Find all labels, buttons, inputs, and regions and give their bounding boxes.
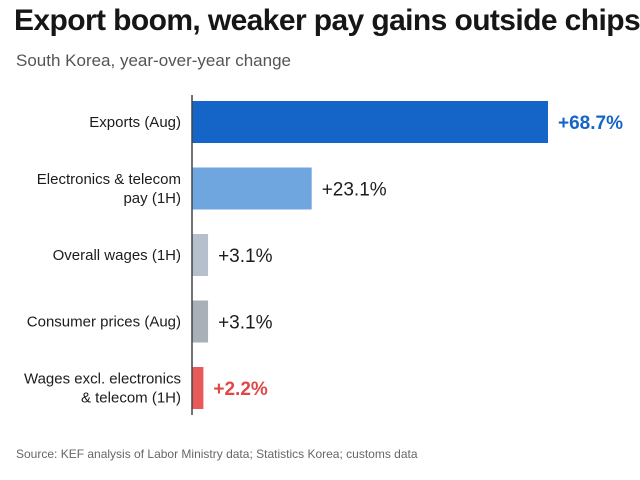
bar-1 [192,101,548,143]
value-label-2: +23.1% [322,180,387,201]
chart-title: Export boom, weaker pay gains outside ch… [14,4,640,37]
category-label-5: Wages excl. electronics & telecom (1H) [24,371,181,407]
bar-5 [192,367,204,409]
value-label-1: +68.7% [558,113,623,134]
bar-3 [192,234,209,276]
value-label-4: +3.1% [218,313,273,334]
category-label-2: Electronics & telecom pay (1H) [37,171,181,207]
bar-4 [192,300,209,343]
category-label-4: Consumer prices (Aug) [27,314,181,331]
value-label-3: +3.1% [218,246,273,267]
bar-2 [192,167,312,210]
chart-subtitle: South Korea, year-over-year change [16,51,291,70]
value-label-5: +2.2% [213,379,268,400]
category-label-3: Overall wages (1H) [53,247,181,264]
source-note: Source: KEF analysis of Labor Ministry d… [16,447,418,461]
category-label-1: Exports (Aug) [89,114,181,131]
